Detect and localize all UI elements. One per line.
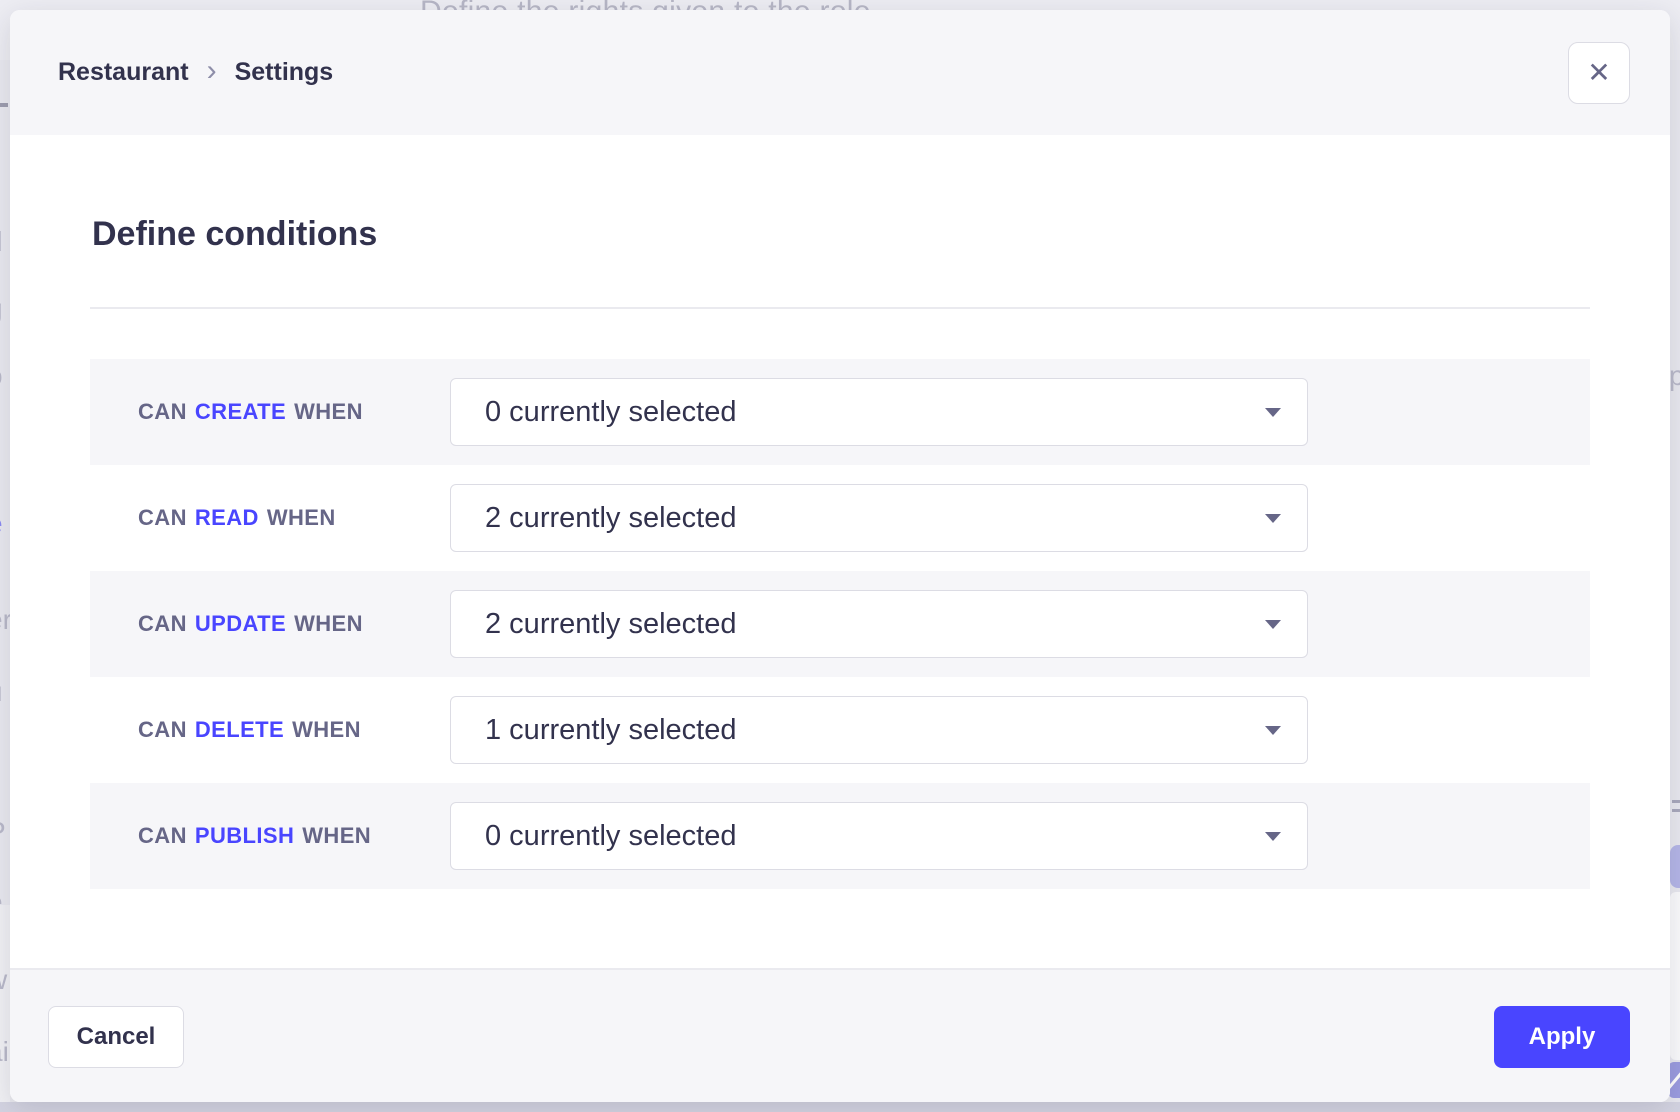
- background-text-fragment: e: [0, 886, 3, 918]
- define-conditions-modal: Restaurant › Settings ✕ Define condition…: [10, 10, 1670, 1102]
- close-button[interactable]: ✕: [1568, 42, 1630, 104]
- background-text-fragment: [0, 103, 8, 107]
- background-text-fragment: o: [0, 360, 3, 392]
- background-text-fragment: er: [0, 604, 12, 635]
- background-text-fragment: g: [0, 293, 3, 325]
- select-value: 2 currently selected: [485, 501, 737, 534]
- breadcrumb-item-settings: Settings: [234, 58, 334, 86]
- background-text-fragment: ai: [0, 1036, 9, 1067]
- chevron-down-icon: [1265, 514, 1281, 523]
- condition-label: CAN CREATE WHEN: [138, 399, 363, 425]
- page-title: Define conditions: [92, 215, 378, 253]
- label-suffix: WHEN: [266, 505, 336, 530]
- label-action: UPDATE: [194, 611, 287, 636]
- chevron-down-icon: [1265, 620, 1281, 629]
- condition-row-read: CAN READ WHEN 2 currently selected: [90, 465, 1590, 571]
- condition-row-delete: CAN DELETE WHEN 1 currently selected: [90, 677, 1590, 783]
- breadcrumb-item-restaurant[interactable]: Restaurant: [58, 58, 189, 86]
- can-update-when-select[interactable]: 2 currently selected: [450, 590, 1308, 658]
- label-action: READ: [194, 505, 259, 530]
- label-action: CREATE: [194, 399, 287, 424]
- condition-label: CAN DELETE WHEN: [138, 717, 361, 743]
- label-suffix: WHEN: [294, 611, 363, 636]
- close-icon: ✕: [1587, 57, 1611, 88]
- apply-button[interactable]: Apply: [1494, 1006, 1630, 1068]
- label-prefix: CAN: [138, 399, 187, 424]
- select-value: 0 currently selected: [485, 395, 737, 428]
- can-create-when-select[interactable]: 0 currently selected: [450, 378, 1308, 446]
- label-action: PUBLISH: [194, 823, 295, 848]
- background-edit-button-edge: [1668, 1062, 1680, 1098]
- condition-row-update: CAN UPDATE WHEN 2 currently selected: [90, 571, 1590, 677]
- background-text-fragment: [1672, 809, 1680, 812]
- background-text-fragment: P: [0, 816, 6, 848]
- can-delete-when-select[interactable]: 1 currently selected: [450, 696, 1308, 764]
- label-suffix: WHEN: [302, 823, 372, 848]
- can-publish-when-select[interactable]: 0 currently selected: [450, 802, 1308, 870]
- label-prefix: CAN: [138, 717, 187, 742]
- can-read-when-select[interactable]: 2 currently selected: [450, 484, 1308, 552]
- background-card-edge: [1670, 892, 1680, 1060]
- background-bottom-strip: [0, 1102, 1680, 1112]
- background-text-fragment: u: [0, 676, 3, 708]
- label-prefix: CAN: [138, 505, 187, 530]
- condition-row-publish: CAN PUBLISH WHEN 0 currently selected: [90, 783, 1590, 889]
- background-text-fragment: w: [0, 964, 7, 996]
- label-suffix: WHEN: [292, 717, 361, 742]
- label-prefix: CAN: [138, 823, 187, 848]
- label-action: DELETE: [194, 717, 285, 742]
- label-prefix: CAN: [138, 611, 187, 636]
- modal-header: Restaurant › Settings ✕: [10, 10, 1670, 135]
- modal-body: Define conditions CAN CREATE WHEN 0 curr…: [10, 135, 1670, 968]
- condition-label: CAN UPDATE WHEN: [138, 611, 363, 637]
- background-button-edge: [1670, 845, 1680, 888]
- title-divider: [90, 307, 1590, 309]
- background-text-fragment: [1672, 800, 1680, 803]
- select-value: 2 currently selected: [485, 607, 737, 640]
- label-suffix: WHEN: [294, 399, 363, 424]
- background-text-fragment: d: [0, 226, 3, 258]
- condition-label: CAN READ WHEN: [138, 505, 336, 531]
- breadcrumb: Restaurant › Settings: [58, 53, 334, 88]
- condition-row-create: CAN CREATE WHEN 0 currently selected: [90, 359, 1590, 465]
- chevron-down-icon: [1265, 408, 1281, 417]
- background-text-fragment: ti: [0, 746, 1, 778]
- background-text-fragment: p: [1669, 360, 1680, 391]
- background-text-fragment: e: [0, 508, 3, 540]
- chevron-down-icon: [1265, 832, 1281, 841]
- chevron-right-icon: ›: [206, 53, 217, 87]
- modal-footer: Cancel Apply: [10, 968, 1670, 1102]
- cancel-button[interactable]: Cancel: [48, 1006, 184, 1068]
- select-value: 0 currently selected: [485, 819, 737, 852]
- condition-label: CAN PUBLISH WHEN: [138, 823, 371, 849]
- chevron-down-icon: [1265, 726, 1281, 735]
- select-value: 1 currently selected: [485, 713, 737, 746]
- background-panel-edge: [0, 905, 10, 1102]
- conditions-list: CAN CREATE WHEN 0 currently selected CAN…: [90, 359, 1590, 889]
